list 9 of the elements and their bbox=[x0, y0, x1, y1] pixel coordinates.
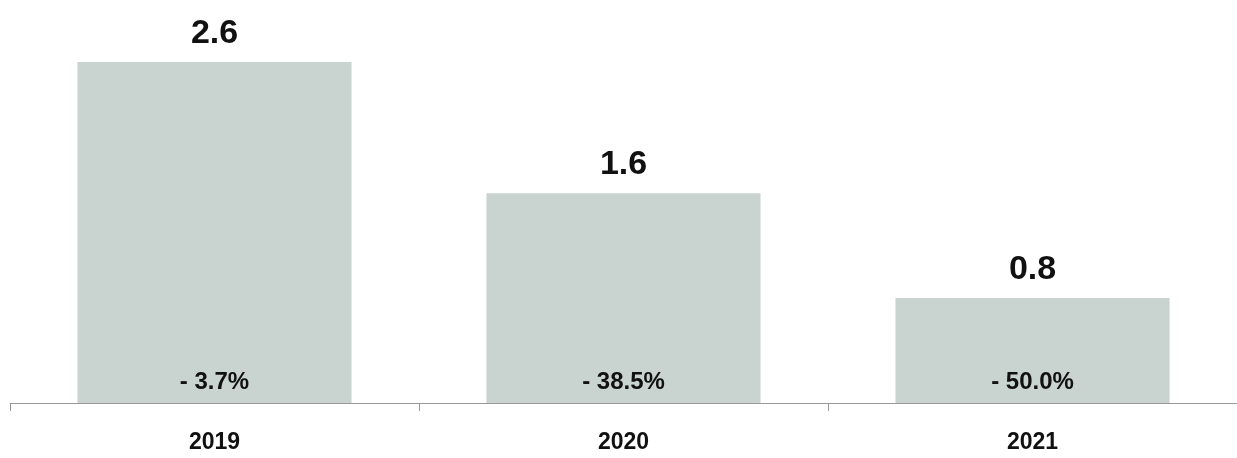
x-tick-label: 2020 bbox=[597, 427, 650, 454]
data-label: 2.6 bbox=[190, 12, 239, 50]
annotation: - 50.0% bbox=[991, 366, 1074, 394]
data-label: 0.8 bbox=[1008, 248, 1057, 287]
x-tick-label: 2019 bbox=[188, 427, 241, 454]
annotation: - 38.5% bbox=[582, 366, 665, 394]
annotation: - 3.7% bbox=[179, 366, 250, 394]
x-tick-label: 2021 bbox=[1006, 427, 1059, 454]
data-label: 1.6 bbox=[599, 143, 648, 182]
